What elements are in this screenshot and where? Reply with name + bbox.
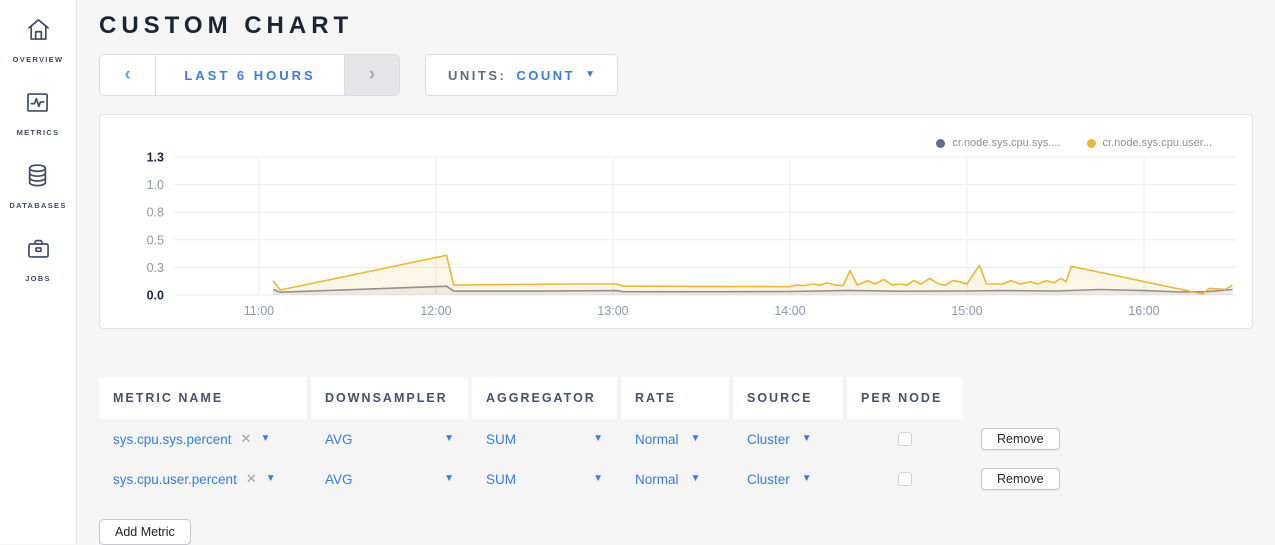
caret-down-icon: ▼ bbox=[444, 473, 454, 484]
time-next-button[interactable]: › bbox=[344, 55, 399, 95]
column-header-aggregator: AGGREGATOR bbox=[472, 377, 617, 419]
source-value: Cluster bbox=[747, 431, 790, 447]
svg-text:1.0: 1.0 bbox=[147, 178, 164, 192]
caret-down-icon: ▼ bbox=[801, 433, 812, 444]
caret-down-icon: ▼ bbox=[265, 473, 276, 484]
svg-text:0.0: 0.0 bbox=[147, 289, 164, 303]
per-node-checkbox[interactable] bbox=[898, 472, 912, 486]
downsampler-select[interactable]: AVG ▼ bbox=[325, 472, 454, 487]
aggregator-value: SUM bbox=[486, 431, 516, 447]
aggregator-select[interactable]: SUM ▼ bbox=[486, 472, 603, 487]
column-header-rate: RATE bbox=[621, 377, 729, 419]
sidebar-item-jobs[interactable]: JOBS bbox=[25, 235, 52, 283]
time-range-picker: ‹ LAST 6 HOURS › bbox=[99, 54, 400, 96]
units-value: COUNT bbox=[516, 67, 576, 83]
column-header-per-node: PER NODE bbox=[847, 377, 963, 419]
rate-select[interactable]: Normal ▼ bbox=[635, 472, 700, 487]
clear-metric-icon[interactable]: ✕ bbox=[240, 431, 252, 446]
legend-label: cr.node.sys.cpu.sys.... bbox=[952, 137, 1061, 149]
sidebar-item-overview[interactable]: OVERVIEW bbox=[13, 16, 64, 64]
chevron-left-icon: ‹ bbox=[124, 64, 131, 85]
sidebar-item-label: METRICS bbox=[16, 128, 60, 137]
svg-text:13:00: 13:00 bbox=[597, 304, 628, 318]
caret-down-icon: ▼ bbox=[260, 433, 271, 444]
time-range-dropdown[interactable]: LAST 6 HOURS bbox=[156, 55, 344, 95]
sidebar-item-databases[interactable]: DATABASES bbox=[9, 162, 66, 210]
legend-dot-icon bbox=[936, 138, 946, 148]
sidebar-item-metrics[interactable]: METRICS bbox=[17, 89, 60, 137]
chevron-right-icon: › bbox=[368, 64, 376, 85]
rate-value: Normal bbox=[635, 471, 679, 487]
metrics-table: METRIC NAME DOWNSAMPLER AGGREGATOR RATE SOUR… bbox=[99, 377, 1253, 545]
chart-legend: cr.node.sys.cpu.sys.... cr.node.sys.cpu.u… bbox=[936, 137, 1212, 149]
per-node-checkbox[interactable] bbox=[898, 432, 912, 446]
metric-name-value: sys.cpu.user.percent bbox=[113, 471, 237, 487]
source-select[interactable]: Cluster ▼ bbox=[747, 472, 812, 487]
chart-card: cr.node.sys.cpu.sys.... cr.node.sys.cpu.u… bbox=[99, 114, 1253, 329]
metric-name-dropdown[interactable]: sys.cpu.sys.percent ✕ ▼ bbox=[99, 422, 307, 456]
caret-down-icon: ▼ bbox=[593, 473, 603, 484]
time-range-label: LAST 6 HOURS bbox=[184, 67, 316, 83]
aggregator-select[interactable]: SUM ▼ bbox=[486, 432, 603, 447]
caret-down-icon: ▼ bbox=[593, 433, 603, 444]
units-label: UNITS: bbox=[448, 67, 507, 83]
metrics-table-grid: METRIC NAME DOWNSAMPLER AGGREGATOR RATE SOUR… bbox=[99, 377, 1253, 499]
toolbar: ‹ LAST 6 HOURS › UNITS: COUNT ▼ bbox=[99, 54, 1253, 96]
metrics-icon bbox=[24, 89, 51, 121]
database-icon bbox=[24, 162, 51, 194]
time-prev-button[interactable]: ‹ bbox=[100, 55, 156, 95]
main-content: CUSTOM CHART ‹ LAST 6 HOURS › UNITS: COU… bbox=[77, 0, 1275, 545]
briefcase-icon bbox=[25, 235, 52, 267]
column-header-source: SOURCE bbox=[733, 377, 843, 419]
home-icon bbox=[25, 16, 52, 48]
sidebar: OVERVIEW METRICS DATABASES JOBS bbox=[0, 0, 77, 544]
legend-item[interactable]: cr.node.sys.cpu.user... bbox=[1086, 137, 1212, 149]
svg-text:0.3: 0.3 bbox=[147, 261, 164, 275]
sidebar-item-label: JOBS bbox=[25, 274, 51, 283]
source-select[interactable]: Cluster ▼ bbox=[747, 432, 812, 447]
caret-down-icon: ▼ bbox=[690, 473, 701, 484]
metric-name-dropdown[interactable]: sys.cpu.user.percent ✕ ▼ bbox=[99, 462, 307, 496]
rate-select[interactable]: Normal ▼ bbox=[635, 432, 700, 447]
svg-text:1.3: 1.3 bbox=[147, 151, 164, 165]
metric-name-value: sys.cpu.sys.percent bbox=[113, 431, 232, 447]
downsampler-select[interactable]: AVG ▼ bbox=[325, 432, 454, 447]
svg-text:16:00: 16:00 bbox=[1128, 304, 1159, 318]
sidebar-item-label: DATABASES bbox=[9, 201, 67, 210]
source-value: Cluster bbox=[747, 471, 790, 487]
caret-down-icon: ▼ bbox=[690, 433, 701, 444]
svg-text:12:00: 12:00 bbox=[420, 304, 451, 318]
legend-label: cr.node.sys.cpu.user... bbox=[1102, 137, 1212, 149]
rate-value: Normal bbox=[635, 431, 679, 447]
legend-dot-icon bbox=[1086, 138, 1096, 148]
units-dropdown[interactable]: UNITS: COUNT ▼ bbox=[425, 54, 618, 96]
column-header-downsampler: DOWNSAMPLER bbox=[311, 377, 468, 419]
sidebar-item-label: OVERVIEW bbox=[12, 55, 64, 64]
page-title: CUSTOM CHART bbox=[99, 12, 354, 39]
downsampler-value: AVG bbox=[325, 431, 353, 447]
remove-button[interactable]: Remove bbox=[981, 468, 1060, 490]
line-chart: 0.0 0.3 0.5 0.8 1.0 1.3 11:00 12:00 13:00 14:00 15… bbox=[147, 151, 1236, 318]
svg-text:15:00: 15:00 bbox=[951, 304, 982, 318]
svg-text:0.8: 0.8 bbox=[147, 206, 164, 220]
add-metric-button[interactable]: Add Metric bbox=[99, 519, 191, 545]
remove-button[interactable]: Remove bbox=[981, 428, 1060, 450]
svg-text:11:00: 11:00 bbox=[244, 304, 274, 318]
svg-text:0.5: 0.5 bbox=[147, 233, 164, 247]
caret-down-icon: ▼ bbox=[585, 69, 595, 80]
clear-metric-icon[interactable]: ✕ bbox=[245, 471, 257, 486]
svg-text:14:00: 14:00 bbox=[774, 304, 805, 318]
caret-down-icon: ▼ bbox=[801, 473, 812, 484]
column-header-metric-name: METRIC NAME bbox=[99, 377, 307, 419]
downsampler-value: AVG bbox=[325, 471, 353, 487]
aggregator-value: SUM bbox=[486, 471, 516, 487]
legend-item[interactable]: cr.node.sys.cpu.sys.... bbox=[936, 137, 1061, 149]
caret-down-icon: ▼ bbox=[444, 433, 454, 444]
